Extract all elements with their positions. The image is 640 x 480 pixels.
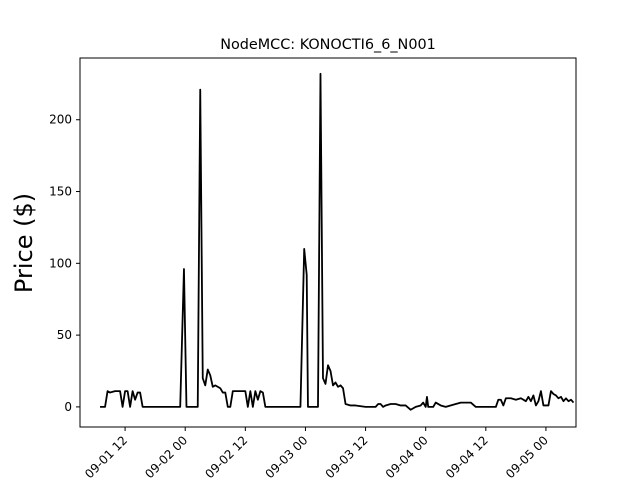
y-tick-label: 150 — [49, 185, 72, 199]
y-tick-label: 100 — [49, 256, 72, 270]
chart-title: NodeMCC: KONOCTI6_6_N001 — [220, 37, 436, 53]
y-axis-label: Price ($) — [10, 193, 38, 293]
y-tick-label: 50 — [57, 328, 72, 342]
y-tick-label: 200 — [49, 113, 72, 127]
axes-frame — [79, 57, 577, 428]
series-line — [100, 72, 575, 411]
y-tick-label: 0 — [64, 400, 72, 414]
